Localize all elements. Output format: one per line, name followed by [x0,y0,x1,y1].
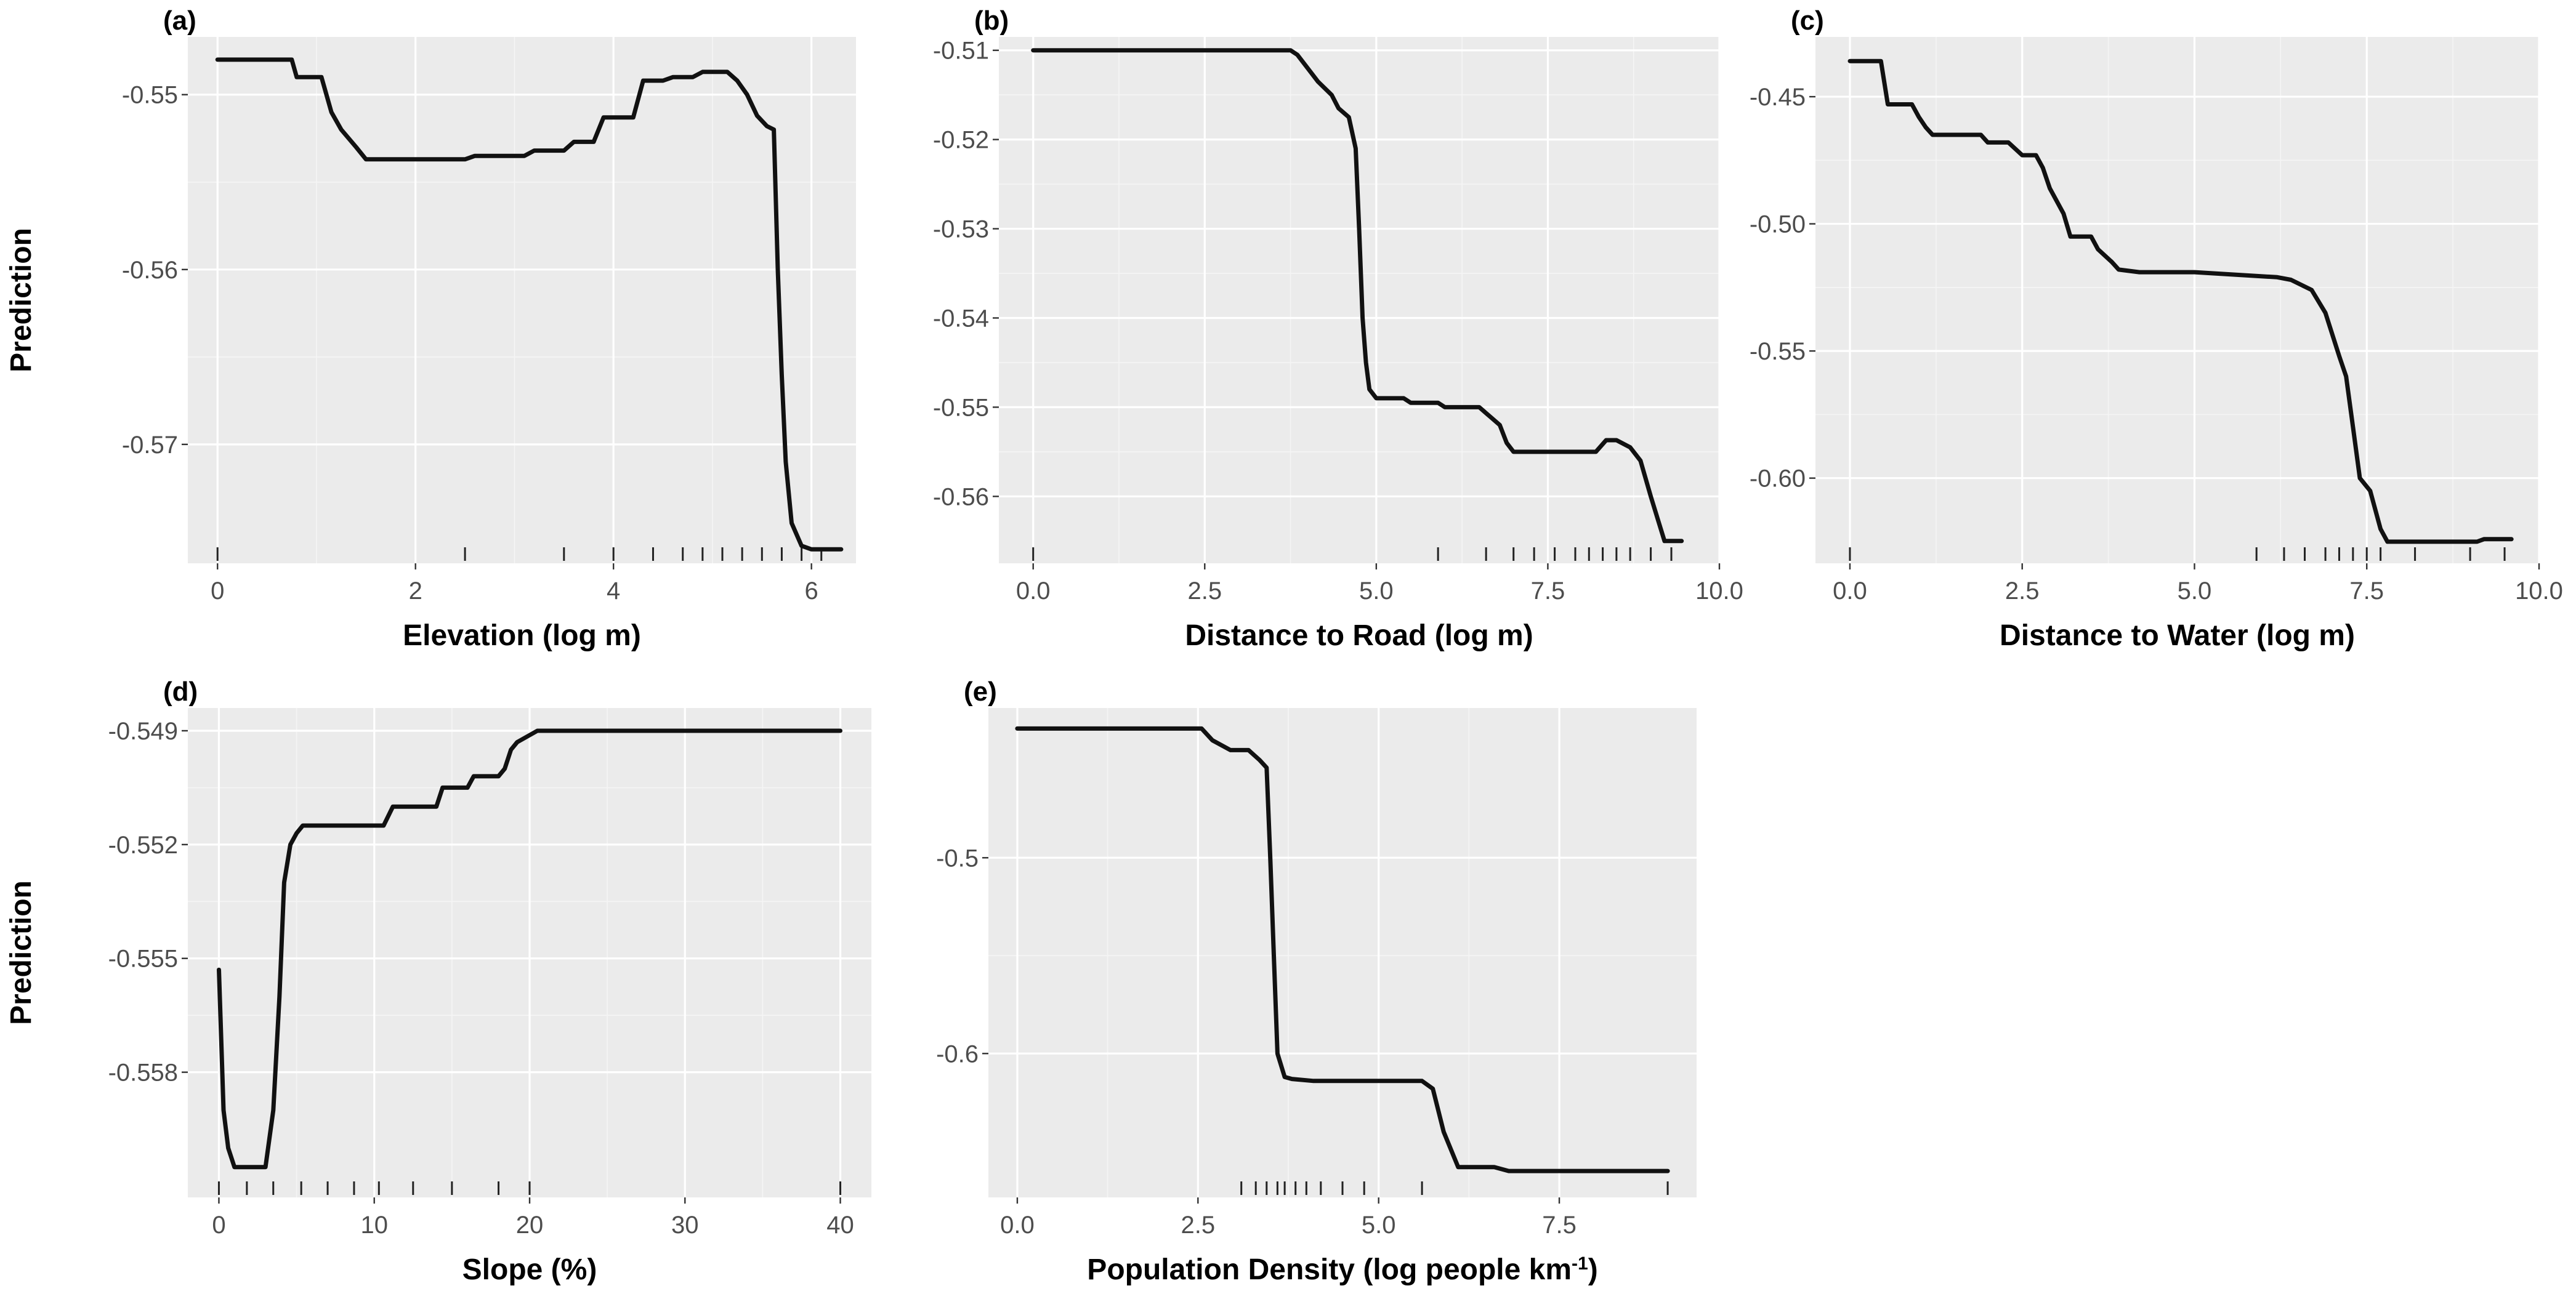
partial-dependence-line [1847,58,2514,544]
gridlines [999,37,1721,563]
x-tick-label: 6 [805,577,818,605]
y-tick-label: -0.558 [108,1060,178,1087]
y-tick-label: -0.51 [933,38,989,65]
rug-marks [216,547,823,561]
partial-dependence-line [217,728,842,1170]
y-tick-label: -0.56 [933,483,989,510]
x-axis-title-superscript: -1 [1572,1253,1588,1274]
y-tick-label: -0.549 [108,718,178,745]
x-axis-title: Elevation (log m) [403,619,641,652]
partial-dependence-line [1015,726,1670,1173]
y-tick-label: -0.54 [933,305,989,332]
x-tick-label: 2.5 [2005,577,2040,605]
x-tick-label: 5.0 [1362,1212,1396,1239]
y-tick-label: -0.555 [108,946,178,973]
gridlines [1815,37,2540,563]
y-tick-label: -0.56 [122,257,178,284]
panel-d: 0 10 20 30 40 -0.549 -0.552 -0.555 -0.558 (d) Slop… [5,677,871,1286]
x-tick-label: 10 [360,1212,388,1239]
y-tick-label: -0.50 [1750,211,1806,238]
x-axis-title-end: ) [1588,1253,1598,1286]
rug-marks [217,1181,842,1195]
panel-b: 0.0 2.5 5.0 7.5 10.0 -0.51 -0.52 -0.53 -0.54 -0.5… [933,6,1743,652]
x-tick-label: 40 [826,1212,854,1239]
x-tick-label: 20 [516,1212,544,1239]
panel-e: 0.0 2.5 5.0 7.5 -0.5 -0.6 (e) Population Densit… [936,677,1697,1286]
y-tick-label: -0.45 [1750,84,1806,111]
x-tick-label: 30 [671,1212,699,1239]
plot-background [1815,37,2539,563]
x-tick-label: 5.0 [2178,577,2212,605]
y-axis-title: Prediction [5,228,38,372]
plot-background [188,37,856,563]
x-tick-label: 2.5 [1181,1212,1216,1239]
panel-letter: (c) [1791,6,1824,36]
x-tick-label: 7.5 [1542,1212,1577,1239]
partial-dependence-line [1031,48,1684,544]
y-tick-label: -0.55 [122,82,178,109]
y-tick-label: -0.55 [933,394,989,421]
x-axis-title: Population Density (log people km-1) [1087,1253,1597,1287]
x-tick-label: 0.0 [1000,1212,1035,1239]
x-axis-title: Distance to Road (log m) [1185,619,1533,652]
x-tick-label: 2 [409,577,422,605]
y-tick-label: -0.53 [933,216,989,243]
y-tick-label: -0.52 [933,127,989,154]
plot-background [999,37,1719,563]
x-tick-label: 5.0 [1359,577,1394,605]
plot-background [988,708,1697,1197]
x-tick-label: 7.5 [2349,577,2384,605]
panel-c: 0.0 2.5 5.0 7.5 10.0 -0.45 -0.50 -0.55 -0.60 (c) D… [1750,6,2563,652]
panel-letter: (a) [163,6,196,36]
x-axis-title: Slope (%) [462,1253,597,1286]
x-tick-label: 0 [211,577,224,605]
x-tick-label: 4 [607,577,620,605]
x-tick-label: 0.0 [1833,577,1867,605]
x-axis-title: Distance to Water (log m) [2000,619,2355,652]
y-tick-label: -0.5 [936,845,979,872]
partial-dependence-line [215,57,844,552]
y-tick-label: -0.552 [108,832,178,859]
rug-marks [1849,547,2506,561]
gridlines [988,708,1697,1197]
rug-marks [1240,1181,1669,1195]
x-tick-label: 2.5 [1187,577,1222,605]
panel-a: 0 2 4 6 -0.55 -0.56 -0.57 (a) Elevation (log m) P… [5,6,856,652]
x-tick-label: 10.0 [1695,577,1743,605]
x-tick-label: 10.0 [2515,577,2563,605]
x-tick-label: 0 [212,1212,225,1239]
rug-marks [1032,547,1673,561]
y-tick-label: -0.57 [122,432,178,459]
y-axis-title: Prediction [5,880,38,1025]
panel-letter: (d) [163,677,198,707]
y-tick-label: -0.6 [936,1040,979,1068]
y-tick-label: -0.60 [1750,465,1806,493]
y-tick-label: -0.55 [1750,338,1806,365]
panel-letter: (b) [974,6,1009,36]
x-tick-label: 7.5 [1531,577,1565,605]
x-tick-label: 0.0 [1016,577,1051,605]
panel-letter: (e) [964,677,997,707]
